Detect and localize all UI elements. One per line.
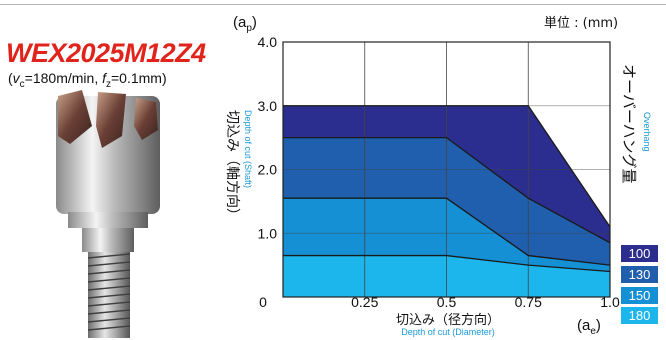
x-tick-label: 0.5 xyxy=(437,294,457,310)
y-axis-symbol: (ap) xyxy=(233,14,257,34)
y-tick-label: 2.0 xyxy=(258,162,278,178)
series-line-150 xyxy=(283,197,611,266)
y-axis-label: 切込み（軸方向） xyxy=(224,110,240,222)
series-line-180 xyxy=(283,254,611,273)
legend-item-100: 100 xyxy=(621,245,658,262)
x-tick-label: 1.0 xyxy=(600,294,620,310)
x-axis-label: 切込み（径方向） xyxy=(396,312,500,328)
legend-item-150: 150 xyxy=(621,287,658,304)
y-axis-label-en: Depth of cut (Shaft) xyxy=(243,110,253,188)
cutting-conditions: (vc=180m/min, fz=0.1mm) xyxy=(8,70,167,90)
overhang-label: オーバーハング量 xyxy=(620,64,638,184)
overhang-label-en: Overhang xyxy=(642,112,652,152)
model-name: WEX2025M12Z4 xyxy=(6,38,206,68)
series-line-100 xyxy=(283,105,611,228)
unit-label: 単位 : (mm) xyxy=(544,15,618,31)
legend-item-130: 130 xyxy=(621,266,658,283)
x-tick-label: 0 xyxy=(259,294,267,310)
top-divider-line xyxy=(0,4,666,5)
series-boundary-lines xyxy=(283,105,611,273)
end-mill-tool-image xyxy=(56,90,160,338)
legend-item-180: 180 xyxy=(621,307,658,324)
x-tick-label: 0.75 xyxy=(515,294,542,310)
y-tick-label: 3.0 xyxy=(258,98,278,114)
y-tick-labels: 1.0 2.0 3.0 4.0 xyxy=(258,34,278,241)
y-tick-label: 1.0 xyxy=(258,225,278,241)
y-tick-label: 4.0 xyxy=(258,34,278,50)
series-line-130 xyxy=(283,136,611,244)
x-axis-label-en: Depth of cut (Diameter) xyxy=(401,327,495,337)
x-axis-symbol: (ae) xyxy=(577,317,601,337)
x-tick-label: 0.25 xyxy=(351,294,378,310)
x-tick-labels: 0 0.25 0.5 0.75 1.0 xyxy=(259,294,620,310)
plot-frame xyxy=(282,41,611,298)
